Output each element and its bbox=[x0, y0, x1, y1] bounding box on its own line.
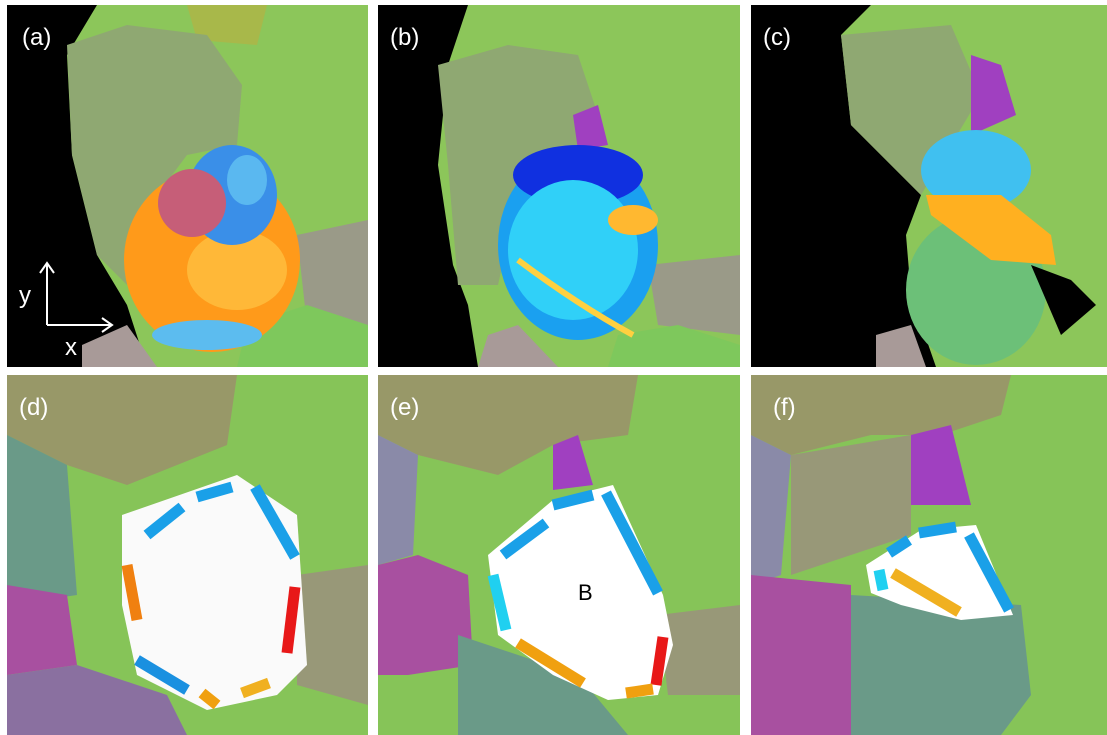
panel-b: (b) bbox=[378, 5, 740, 367]
panel-e: B (e) bbox=[378, 375, 740, 735]
panel-label: (d) bbox=[19, 394, 48, 421]
figure: (a) y x (b) (c) bbox=[0, 0, 1107, 735]
panel-label: (f) bbox=[773, 394, 796, 421]
panel-label: (b) bbox=[390, 24, 419, 51]
panel-c: (c) bbox=[751, 5, 1107, 367]
panel-d: (d) bbox=[7, 375, 368, 735]
panel-label: (c) bbox=[763, 24, 791, 51]
panel-f: (f) bbox=[751, 375, 1107, 735]
panel-a: (a) y x bbox=[7, 5, 368, 367]
axis-label: x bbox=[65, 334, 77, 361]
annotation: B bbox=[578, 580, 593, 605]
panel-label: (e) bbox=[390, 394, 419, 421]
panel-label: (a) bbox=[22, 24, 51, 51]
axis-label: y bbox=[19, 282, 31, 309]
